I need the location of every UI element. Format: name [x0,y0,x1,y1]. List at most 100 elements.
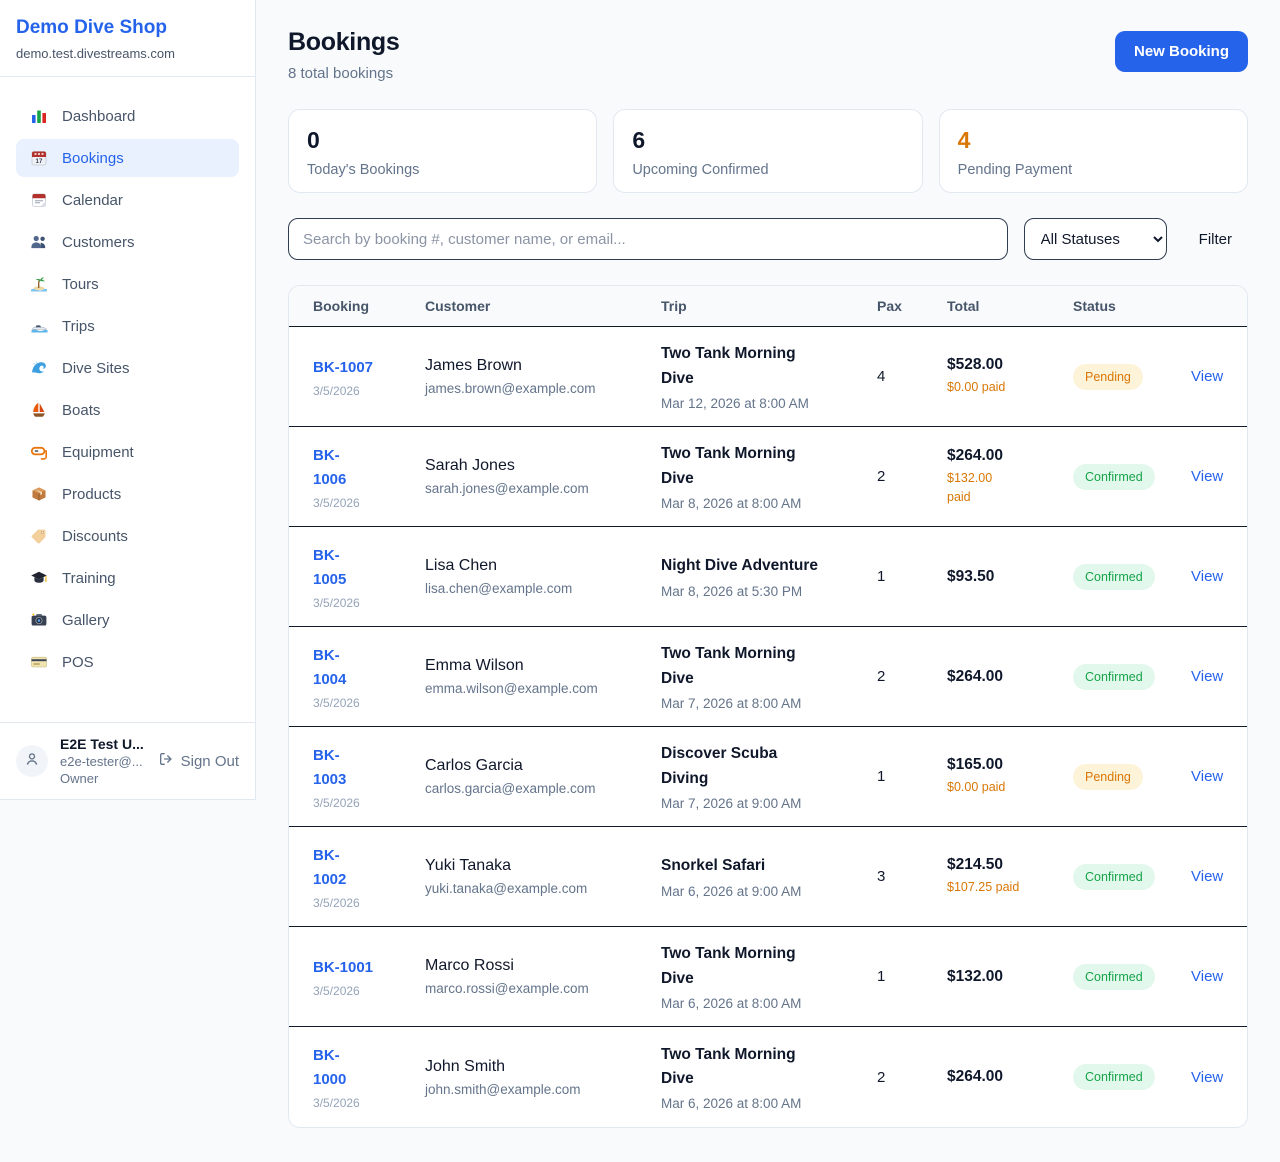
bookings-table: Booking Customer Trip Pax Total Status BK-100… [288,285,1248,1128]
booking-id-link[interactable]: BK-1007 [313,356,373,380]
customer-cell: Sarah Jones sarah.jones@example.com [425,457,661,496]
table-row: BK- 1006 3/5/2026 Sarah Jones sarah.jones@ex… [289,427,1247,527]
booking-id-link[interactable]: BK- 1003 [313,744,346,792]
filter-button[interactable]: Filter [1183,231,1248,248]
trip-datetime: Mar 6, 2026 at 8:00 AM [661,995,802,1011]
toolbar: All Statuses Filter [288,218,1248,260]
sidebar-item-customers[interactable]: Customers [16,223,239,261]
page-header: Bookings 8 total bookings New Booking [288,28,1248,82]
status-cell: Pending [1073,363,1191,390]
status-badge: Confirmed [1073,563,1155,590]
booking-id-line: BK-1007 [313,358,374,376]
status-filter-select[interactable]: All Statuses [1023,218,1167,260]
view-cell: View [1191,968,1223,985]
total-cell: $214.50 $107.25 paid [947,856,1073,897]
trip-name: Two Tank Morning Dive [661,442,865,490]
search-input[interactable] [288,218,1008,260]
amount-paid-line: $0.00 paid [947,780,1006,795]
booking-id-line: BK- [313,646,340,664]
trip-name-line: Night Dive Adventure [661,557,819,575]
sidebar-item-bookings[interactable]: 17 Bookings [16,139,239,177]
trip-cell: Two Tank Morning Dive Mar 7, 2026 at 8:00 … [661,642,877,710]
booking-id-link[interactable]: BK- 1000 [313,1044,346,1092]
sign-out-button[interactable]: Sign Out [158,751,239,771]
sidebar-item-label: POS [62,653,94,671]
table-row: BK- 1005 3/5/2026 Lisa Chen lisa.chen@exampl… [289,527,1247,627]
new-booking-button[interactable]: New Booking [1114,31,1248,72]
booking-id-link[interactable]: BK-1001 [313,956,373,980]
booking-date: 3/5/2026 [313,895,360,910]
logout-icon [158,751,174,771]
sidebar-item-gallery[interactable]: Gallery [16,601,239,639]
booking-date: 3/5/2026 [313,495,360,510]
booking-id-link[interactable]: BK- 1002 [313,844,346,892]
view-link[interactable]: View [1191,968,1224,985]
sidebar-item-training[interactable]: Training [16,559,239,597]
sidebar-item-trips[interactable]: Trips [16,307,239,345]
sidebar-item-boats[interactable]: Boats [16,391,239,429]
amount-paid: $0.00 paid [947,378,1061,397]
total-amount: $528.00 [947,356,1004,374]
trip-name-line: Two Tank Morning [661,445,796,463]
booking-date: 3/5/2026 [313,695,360,710]
pax-cell: 2 [877,668,886,685]
view-link[interactable]: View [1191,868,1224,885]
page-heading-block: Bookings 8 total bookings [288,28,400,82]
customer-cell: Yuki Tanaka yuki.tanaka@example.com [425,857,661,896]
user-name: E2E Test U... [60,736,144,752]
booking-id-line: 1006 [313,470,347,488]
sidebar-item-label: Customers [62,233,135,251]
sidebar-item-calendar[interactable]: Calendar [16,181,239,219]
view-link[interactable]: View [1191,1068,1224,1086]
view-link[interactable]: View [1191,668,1224,685]
sidebar-item-products[interactable]: Products [16,475,239,513]
table-row: BK- 1003 3/5/2026 Carlos Garcia carlos.garci… [289,727,1247,827]
amount-paid-line: $132.00 [947,470,993,485]
total-amount: $93.50 [947,567,995,585]
stat-value: 6 [632,127,646,153]
customer-name: Yuki Tanaka [425,857,511,874]
trip-name-line: Dive [661,469,694,487]
sidebar-item-dive-sites[interactable]: Dive Sites [16,349,239,387]
view-link[interactable]: View [1191,468,1224,485]
booking-id-link[interactable]: BK- 1005 [313,544,346,592]
trip-name-line: Two Tank Morning [661,1045,796,1063]
customer-cell: Marco Rossi marco.rossi@example.com [425,957,661,996]
pax-cell: 1 [877,768,886,785]
customer-email: marco.rossi@example.com [425,981,589,996]
sidebar-item-dashboard[interactable]: Dashboard [16,97,239,135]
bookings-calendar-icon: 17 [30,149,48,167]
view-link[interactable]: View [1191,568,1224,585]
trip-name: Discover Scuba Diving [661,742,865,790]
sidebar-item-equipment[interactable]: Equipment [16,433,239,471]
booking-id-link[interactable]: BK- 1006 [313,444,346,492]
app: Demo Dive Shop demo.test.divestreams.com… [0,0,1248,1128]
sidebar-item-tours[interactable]: Tours [16,265,239,303]
total-cell: $264.00 [947,668,1073,686]
pax-cell: 4 [877,368,886,385]
sidebar-item-pos[interactable]: POS [16,643,239,681]
total-cell: $93.50 [947,568,1073,586]
customer-email: lisa.chen@example.com [425,581,573,596]
booking-id-line: BK-1001 [313,958,374,976]
calendar-icon [30,191,48,209]
total-cell: $165.00 $0.00 paid [947,756,1073,797]
trip-datetime: Mar 8, 2026 at 5:30 PM [661,583,803,599]
column-header-status: Status [1073,298,1116,314]
table-row: BK- 1002 3/5/2026 Yuki Tanaka yuki.tanaka@ex… [289,827,1247,927]
amount-paid-line: paid [947,489,971,504]
customer-cell: Emma Wilson emma.wilson@example.com [425,657,661,696]
view-link[interactable]: View [1191,768,1224,785]
table-row: BK- 1004 3/5/2026 Emma Wilson emma.wilson@ex… [289,627,1247,727]
booking-id-line: BK- [313,1047,340,1064]
sidebar-item-discounts[interactable]: Discounts [16,517,239,555]
user-email: e2e-tester@... [60,754,143,769]
camera-icon [30,611,48,629]
total-amount: $214.50 [947,856,1004,874]
total-amount: $264.00 [947,667,1004,685]
sidebar-item-label: Products [62,485,122,503]
booking-id-link[interactable]: BK- 1004 [313,644,346,692]
trip-cell: Snorkel Safari Mar 6, 2026 at 9:00 AM [661,854,877,898]
customer-cell: Lisa Chen lisa.chen@example.com [425,557,661,596]
view-link[interactable]: View [1191,368,1224,385]
